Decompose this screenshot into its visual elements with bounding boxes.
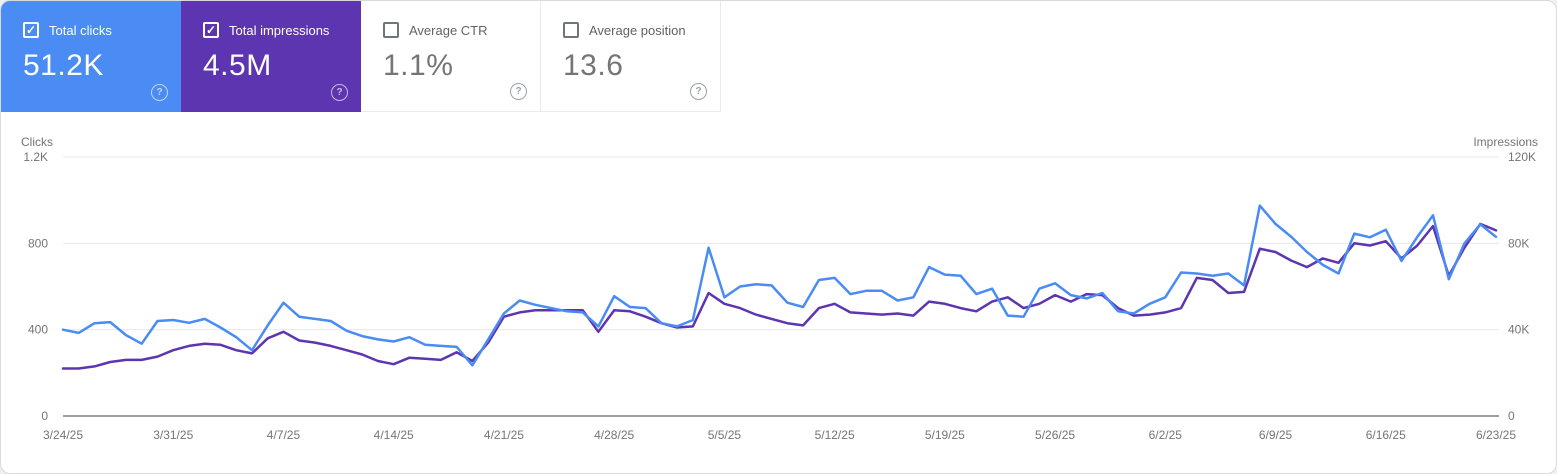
metric-cards-row: Total clicks 51.2K ? Total impressions 4… — [1, 1, 722, 112]
total-impressions-value: 4.5M — [203, 49, 272, 82]
total-clicks-checkbox[interactable] — [23, 22, 39, 38]
svg-text:3/24/25: 3/24/25 — [43, 428, 83, 442]
svg-text:4/28/25: 4/28/25 — [594, 428, 634, 442]
total-clicks-label: Total clicks — [49, 22, 112, 38]
svg-text:80K: 80K — [1508, 236, 1529, 250]
svg-text:4/14/25: 4/14/25 — [374, 428, 414, 442]
card-total-clicks[interactable]: Total clicks 51.2K ? — [1, 1, 181, 112]
svg-text:5/26/25: 5/26/25 — [1035, 428, 1075, 442]
total-impressions-checkbox[interactable] — [203, 22, 219, 38]
help-icon[interactable]: ? — [151, 84, 168, 101]
help-icon[interactable]: ? — [690, 83, 707, 100]
svg-text:120K: 120K — [1508, 150, 1536, 164]
svg-text:5/5/25: 5/5/25 — [708, 428, 742, 442]
svg-text:400: 400 — [28, 323, 48, 337]
svg-text:4/21/25: 4/21/25 — [484, 428, 524, 442]
card-average-position[interactable]: Average position 13.6 ? — [541, 1, 721, 112]
help-icon[interactable]: ? — [510, 83, 527, 100]
average-position-checkbox[interactable] — [563, 22, 579, 38]
svg-text:5/12/25: 5/12/25 — [815, 428, 855, 442]
total-impressions-label: Total impressions — [229, 22, 330, 38]
card-total-impressions[interactable]: Total impressions 4.5M ? — [181, 1, 361, 112]
average-ctr-label: Average CTR — [409, 22, 488, 38]
svg-text:0: 0 — [41, 409, 48, 423]
right-axis-title: Impressions — [1473, 135, 1538, 149]
svg-text:1.2K: 1.2K — [23, 150, 48, 164]
svg-text:6/16/25: 6/16/25 — [1366, 428, 1406, 442]
svg-text:6/23/25: 6/23/25 — [1476, 428, 1516, 442]
svg-text:5/19/25: 5/19/25 — [925, 428, 965, 442]
clicks-impressions-line-chart[interactable]: 0 0 400 40K 800 80K 1.2K 120K 3/24/25 3/31/25 4/7/… — [1, 129, 1556, 473]
svg-text:800: 800 — [28, 236, 48, 250]
svg-text:0: 0 — [1508, 409, 1515, 423]
total-clicks-value: 51.2K — [23, 49, 104, 82]
average-ctr-value: 1.1% — [383, 49, 454, 82]
average-ctr-checkbox[interactable] — [383, 22, 399, 38]
svg-text:6/9/25: 6/9/25 — [1259, 428, 1293, 442]
card-average-ctr[interactable]: Average CTR 1.1% ? — [361, 1, 541, 112]
performance-chart[interactable]: Clicks Impressions 0 0 400 40K 800 80K 1.2K 120… — [1, 129, 1556, 473]
svg-text:4/7/25: 4/7/25 — [267, 428, 301, 442]
average-position-value: 13.6 — [563, 49, 624, 82]
svg-text:40K: 40K — [1508, 323, 1529, 337]
svg-text:6/2/25: 6/2/25 — [1149, 428, 1183, 442]
average-position-label: Average position — [589, 22, 686, 38]
svg-text:3/31/25: 3/31/25 — [153, 428, 193, 442]
help-icon[interactable]: ? — [331, 84, 348, 101]
left-axis-title: Clicks — [21, 135, 53, 149]
